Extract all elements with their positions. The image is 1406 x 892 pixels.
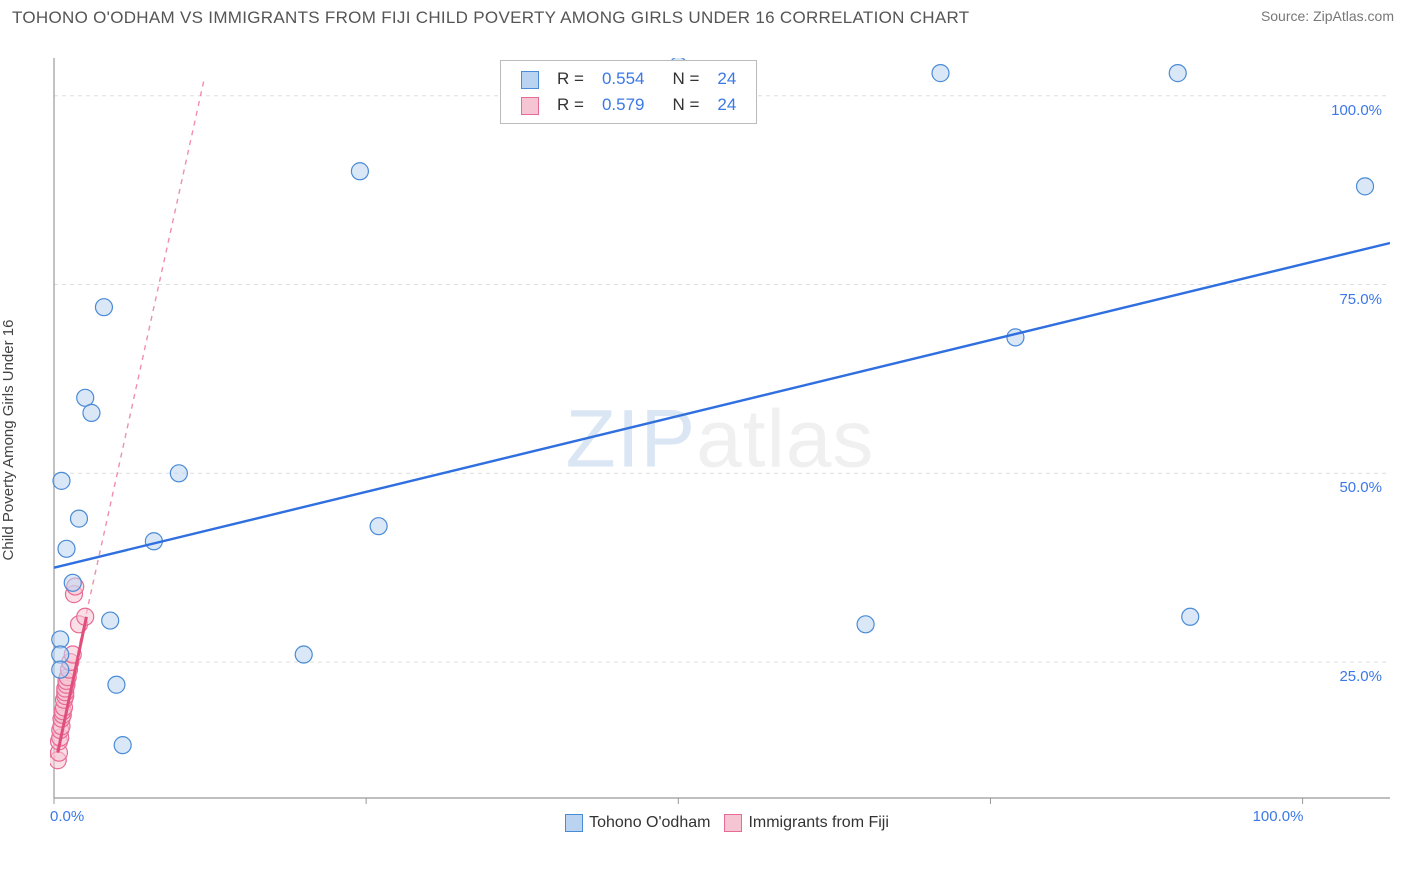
legend-n-label: N = xyxy=(654,93,707,117)
legend-r-label: R = xyxy=(549,67,592,91)
y-tick-label: 100.0% xyxy=(1331,102,1382,119)
legend-swatch xyxy=(521,97,539,115)
scatter-plot: ZIPatlas R =0.554N =24R =0.579N =24 25.0… xyxy=(50,58,1390,830)
chart-title: TOHONO O'ODHAM VS IMMIGRANTS FROM FIJI C… xyxy=(12,8,969,28)
series-legend: Tohono O'odham Immigrants from Fiji xyxy=(50,814,1390,832)
source-attribution: Source: ZipAtlas.com xyxy=(1261,8,1394,24)
legend-series-label: Immigrants from Fiji xyxy=(748,814,888,831)
y-tick-label: 50.0% xyxy=(1339,479,1382,496)
legend-swatch xyxy=(724,814,742,832)
legend-swatch xyxy=(565,814,583,832)
legend-swatch xyxy=(521,71,539,89)
legend-r-value: 0.554 xyxy=(594,67,653,91)
legend-n-value: 24 xyxy=(709,67,744,91)
plot-svg xyxy=(50,58,1390,830)
legend-r-value: 0.579 xyxy=(594,93,653,117)
y-tick-label: 25.0% xyxy=(1339,668,1382,685)
legend-n-value: 24 xyxy=(709,93,744,117)
y-axis-label: Child Poverty Among Girls Under 16 xyxy=(0,199,17,440)
y-tick-label: 75.0% xyxy=(1339,291,1382,308)
correlation-legend: R =0.554N =24 R =0.579N =24 xyxy=(500,60,757,124)
legend-series-label: Tohono O'odham xyxy=(589,814,710,831)
legend-r-label: R = xyxy=(549,93,592,117)
legend-n-label: N = xyxy=(654,67,707,91)
